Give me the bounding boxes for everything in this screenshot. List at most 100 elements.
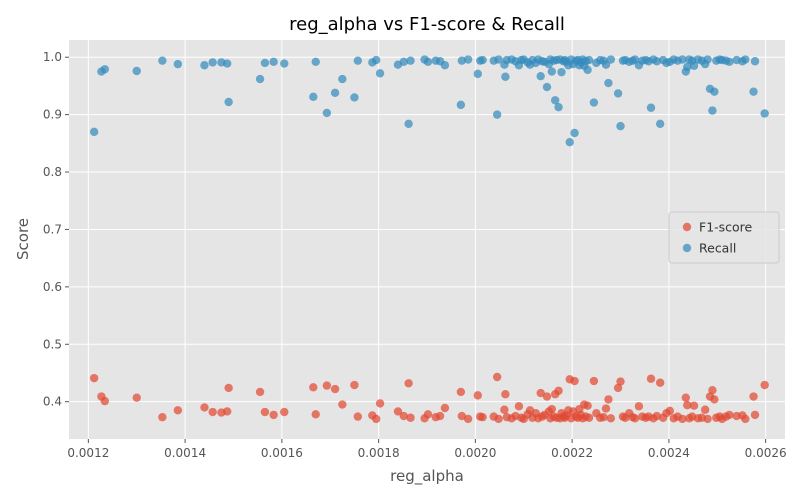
data-point bbox=[683, 400, 692, 410]
data-point bbox=[478, 412, 487, 422]
data-point bbox=[330, 88, 340, 98]
x-tick-label: 0.0020 bbox=[454, 446, 496, 460]
data-point bbox=[689, 61, 699, 71]
data-point bbox=[338, 74, 347, 84]
data-point bbox=[338, 400, 347, 409]
data-point bbox=[399, 411, 408, 421]
data-point bbox=[224, 383, 233, 393]
legend-label: F1-score bbox=[699, 220, 753, 235]
data-point bbox=[501, 390, 510, 399]
data-point bbox=[616, 121, 625, 131]
data-point bbox=[456, 387, 466, 397]
data-point bbox=[681, 393, 691, 402]
data-point bbox=[89, 373, 99, 383]
data-point bbox=[404, 119, 413, 129]
data-point bbox=[599, 412, 608, 422]
data-point bbox=[665, 406, 675, 416]
data-point bbox=[100, 396, 110, 406]
data-point bbox=[565, 137, 574, 147]
data-point bbox=[322, 381, 332, 390]
data-point bbox=[353, 56, 363, 65]
data-point bbox=[741, 414, 750, 424]
data-point bbox=[208, 407, 217, 417]
y-tick-label: 0.6 bbox=[43, 280, 62, 294]
data-point bbox=[260, 58, 270, 68]
x-tick-label: 0.0024 bbox=[648, 446, 690, 460]
y-tick-label: 1.0 bbox=[43, 50, 62, 64]
data-point bbox=[375, 69, 385, 78]
data-point bbox=[492, 372, 502, 382]
data-point bbox=[749, 392, 758, 401]
data-point bbox=[404, 379, 413, 388]
data-point bbox=[725, 57, 734, 67]
data-point bbox=[173, 59, 183, 69]
data-point bbox=[132, 66, 141, 76]
x-tick-label: 0.0022 bbox=[551, 446, 593, 460]
data-point bbox=[311, 57, 320, 67]
y-tick-label: 0.5 bbox=[43, 337, 62, 351]
data-point bbox=[255, 387, 265, 397]
data-point bbox=[708, 386, 717, 395]
data-point bbox=[536, 71, 545, 81]
data-point bbox=[583, 401, 592, 410]
data-point bbox=[616, 377, 625, 386]
y-axis-ticks: 0.4 0.5 0.6 0.7 0.8 0.9 1.0 bbox=[43, 50, 69, 409]
y-tick-label: 0.8 bbox=[43, 165, 62, 179]
data-point bbox=[750, 410, 760, 420]
data-points bbox=[89, 55, 769, 424]
data-point bbox=[750, 57, 760, 66]
data-point bbox=[100, 65, 110, 74]
data-point bbox=[457, 411, 467, 421]
series-f1-score bbox=[89, 372, 769, 424]
data-point bbox=[350, 93, 359, 102]
data-point bbox=[725, 410, 734, 420]
x-tick-label: 0.0012 bbox=[67, 446, 109, 460]
data-point bbox=[473, 391, 482, 400]
data-point bbox=[158, 412, 167, 422]
data-point bbox=[554, 386, 563, 395]
data-point bbox=[269, 57, 278, 67]
data-point bbox=[749, 87, 758, 96]
data-point bbox=[741, 55, 750, 64]
data-point bbox=[200, 61, 209, 70]
plot-background bbox=[69, 40, 785, 439]
data-point bbox=[652, 57, 661, 66]
data-point bbox=[501, 72, 510, 81]
data-point bbox=[710, 395, 719, 404]
y-axis-label: Score bbox=[14, 218, 32, 260]
data-point bbox=[280, 407, 289, 417]
data-point bbox=[606, 414, 616, 423]
data-point bbox=[589, 376, 599, 386]
data-point bbox=[223, 407, 232, 416]
y-tick-label: 0.9 bbox=[43, 108, 62, 122]
legend-marker bbox=[682, 222, 692, 232]
x-tick-label: 0.0026 bbox=[745, 446, 787, 460]
data-point bbox=[478, 55, 487, 65]
data-point bbox=[606, 55, 616, 64]
data-point bbox=[583, 65, 592, 75]
data-point bbox=[570, 376, 579, 386]
data-point bbox=[601, 404, 611, 413]
data-point bbox=[280, 59, 289, 68]
data-point bbox=[260, 407, 270, 417]
data-point bbox=[309, 383, 318, 392]
data-point bbox=[700, 405, 710, 414]
data-point bbox=[463, 55, 473, 64]
data-point bbox=[440, 61, 450, 70]
data-point bbox=[547, 404, 557, 414]
x-axis-ticks: 0.0012 0.0014 0.0016 0.0018 0.0020 0.0022 0.00… bbox=[67, 439, 787, 460]
data-point bbox=[689, 401, 699, 410]
data-point bbox=[423, 410, 433, 419]
legend-label: Recall bbox=[699, 241, 736, 256]
data-point bbox=[435, 411, 445, 421]
chart-title: reg_alpha vs F1-score & Recall bbox=[289, 14, 565, 35]
data-point bbox=[557, 67, 566, 77]
data-point bbox=[655, 378, 665, 387]
data-point bbox=[353, 412, 363, 421]
data-point bbox=[456, 100, 466, 110]
data-point bbox=[678, 55, 687, 64]
data-point bbox=[630, 414, 640, 423]
data-point bbox=[423, 57, 433, 67]
data-point bbox=[311, 410, 320, 419]
data-point bbox=[473, 69, 482, 79]
